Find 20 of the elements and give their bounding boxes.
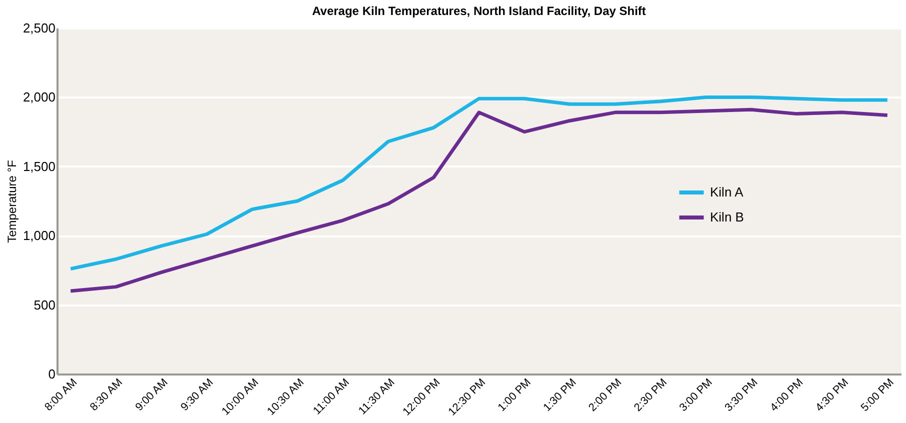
y-axis-title: Temperature °F xyxy=(4,160,19,243)
x-tick-label: 4:30 PM xyxy=(814,376,851,414)
legend-label: Kiln B xyxy=(710,210,744,224)
x-tick-label: 3:30 PM xyxy=(722,376,760,414)
y-tick-label: 500 xyxy=(34,297,56,312)
x-tick-label: 4:00 PM xyxy=(768,376,806,414)
x-tick-label: 9:00 AM xyxy=(133,376,170,414)
y-tick-label: 0 xyxy=(48,366,56,382)
y-tick-label: 2,000 xyxy=(22,90,56,105)
y-tick-label: 1,000 xyxy=(22,228,56,244)
x-tick-label: 3:00 PM xyxy=(677,376,715,414)
chart-title: Average Kiln Temperatures, North Island Facility, Day Shift xyxy=(312,4,646,18)
legend-label: Kiln A xyxy=(710,184,744,200)
y-tick-label: 1,500 xyxy=(22,158,56,174)
line-series xyxy=(68,95,890,271)
x-tick-label: 9:30 AM xyxy=(178,376,216,414)
y-tick-label: 2,500 xyxy=(22,20,56,36)
x-tick-label: 8:30 AM xyxy=(88,376,125,414)
x-tick-label: 5:00 PM xyxy=(858,376,896,414)
line-series xyxy=(68,108,890,293)
